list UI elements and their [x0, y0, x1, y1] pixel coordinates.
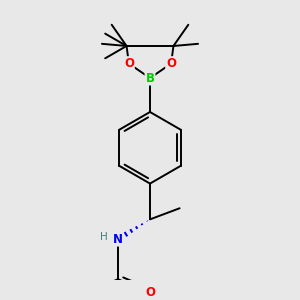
Text: O: O	[124, 57, 134, 70]
Text: N: N	[113, 232, 123, 246]
Text: O: O	[166, 57, 176, 70]
Text: O: O	[145, 286, 155, 299]
Text: B: B	[146, 72, 154, 85]
Text: H: H	[100, 232, 108, 242]
